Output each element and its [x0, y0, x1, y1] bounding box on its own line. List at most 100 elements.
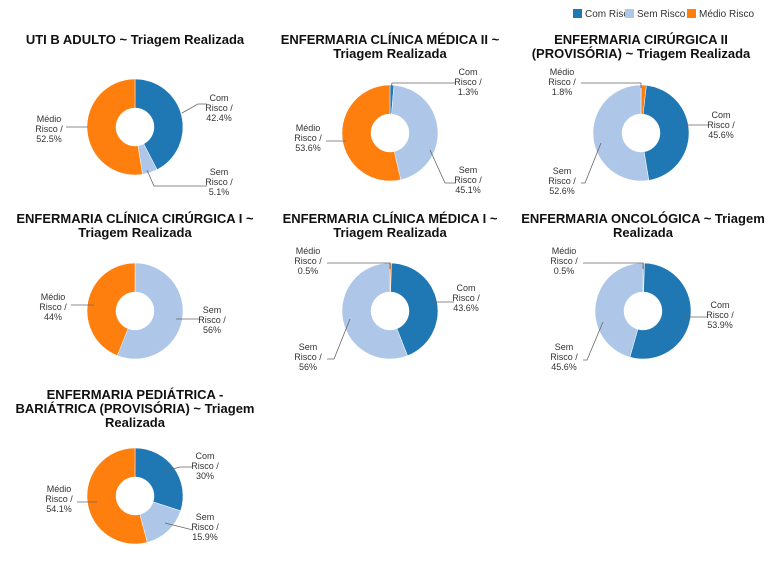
- slice-sem-risco[interactable]: [391, 84, 439, 181]
- slice-medio-risco[interactable]: [86, 447, 148, 545]
- slice-medio-risco[interactable]: [86, 78, 143, 176]
- slice-label: Com Risco /45.6%: [707, 110, 735, 140]
- slice-label: Médio Risco /53.6%: [294, 123, 322, 153]
- slice-label: Com Risco /1.3%: [454, 67, 482, 97]
- chart-title-line: ENFERMARIA ONCOLÓGICA ~ Triagem: [521, 211, 765, 226]
- slice-label-line: 5.1%: [209, 187, 230, 197]
- slice-label: Sem Risco /45.6%: [550, 342, 578, 372]
- chart-title-line: ENFERMARIA CIRÚRGICA II: [554, 32, 728, 47]
- legend-label-medio-risco: Médio Risco: [699, 9, 754, 20]
- donut-chart-7: ENFERMARIA PEDIÁTRICA -BARIÁTRICA (PROVI…: [16, 387, 254, 545]
- slice-label-line: Médio: [37, 114, 62, 124]
- slice-label-line: Risco /: [191, 461, 219, 471]
- slice-label-line: 52.5%: [36, 134, 62, 144]
- slice-label-line: Sem: [196, 512, 215, 522]
- slice-com-risco[interactable]: [629, 262, 692, 360]
- chart-title: ENFERMARIA CLÍNICA CIRÚRGICA I ~ Triagem …: [16, 211, 254, 240]
- chart-title-line: Triagem Realizada: [78, 225, 192, 240]
- slice-label-line: 45.6%: [708, 130, 734, 140]
- slice-label-line: Risco /: [35, 124, 63, 134]
- leader-line: [146, 169, 207, 187]
- slice-label-line: 45.6%: [551, 362, 577, 372]
- slice-label-line: 56%: [203, 325, 221, 335]
- slice-label-line: Com: [710, 300, 729, 310]
- legend-label-com-risco: Com Risco: [585, 9, 634, 20]
- slice-label-line: Médio: [296, 246, 321, 256]
- slice-label: Sem Risco /56%: [294, 342, 322, 372]
- slice-label-line: Risco /: [548, 77, 576, 87]
- legend: Com Risco Sem Risco Médio Risco: [573, 9, 754, 20]
- chart-title-line: ENFERMARIA CLÍNICA MÉDICA I ~: [283, 211, 498, 226]
- slice-label-line: 0.5%: [298, 266, 319, 276]
- slice-label-line: 56%: [299, 362, 317, 372]
- leader-line: [327, 262, 391, 269]
- slice-label: Sem Risco /5.1%: [205, 167, 233, 197]
- leader-line: [390, 82, 456, 89]
- leader-line: [164, 522, 194, 531]
- slice-label-line: 43.6%: [453, 303, 479, 313]
- slice-label-line: Risco /: [294, 256, 322, 266]
- slice-label-line: 1.8%: [552, 87, 573, 97]
- slice-label-line: Médio: [41, 292, 66, 302]
- slice-label-line: Risco /: [548, 176, 576, 186]
- donut-chart-3: ENFERMARIA CIRÚRGICA II (PROVISÓRIA) ~ Tr…: [532, 32, 751, 196]
- slice-com-risco[interactable]: [390, 262, 439, 357]
- slice-label-line: 45.1%: [455, 185, 481, 195]
- slice-label: Médio Risco /0.5%: [550, 246, 578, 276]
- slice-sem-risco[interactable]: [117, 262, 184, 360]
- slice-sem-risco[interactable]: [592, 84, 650, 182]
- chart-title: ENFERMARIA CLÍNICA MÉDICA II ~ Triagem Re…: [281, 32, 500, 61]
- leader-line: [581, 82, 642, 88]
- slice-sem-risco[interactable]: [341, 262, 408, 360]
- slice-com-risco[interactable]: [642, 85, 690, 181]
- donut-chart-5: ENFERMARIA CLÍNICA MÉDICA I ~ Triagem Rea…: [283, 211, 498, 372]
- slice-label-line: 30%: [196, 471, 214, 481]
- slice-label: Sem Risco /52.6%: [548, 166, 576, 196]
- slice-label-line: Risco /: [550, 352, 578, 362]
- slice-label-line: Risco /: [191, 522, 219, 532]
- slice-label-line: 53.6%: [295, 143, 321, 153]
- slice-label: Com Risco /43.6%: [452, 283, 480, 313]
- chart-title: ENFERMARIA CIRÚRGICA II (PROVISÓRIA) ~ Tr…: [532, 32, 751, 61]
- slice-label-line: Médio: [47, 484, 72, 494]
- slice-label-line: Sem: [210, 167, 229, 177]
- slice-label-line: Risco /: [452, 293, 480, 303]
- chart-title-line: Realizada: [105, 415, 166, 430]
- leader-line: [164, 466, 193, 472]
- slice-label-line: 1.3%: [458, 87, 479, 97]
- slice-label-line: 15.9%: [192, 532, 218, 542]
- slice-sem-risco[interactable]: [594, 262, 644, 358]
- slice-com-risco[interactable]: [134, 447, 184, 512]
- slice-label-line: Com: [458, 67, 477, 77]
- slice-label: Sem Risco /15.9%: [191, 512, 219, 542]
- slice-label-line: 44%: [44, 312, 62, 322]
- slice-label-line: Sem: [299, 342, 318, 352]
- slice-label-line: 42.4%: [206, 113, 232, 123]
- donut-chart-6: ENFERMARIA ONCOLÓGICA ~ Triagem Realizada…: [521, 211, 765, 372]
- slice-label-line: Médio: [296, 123, 321, 133]
- chart-title-line: Realizada: [613, 225, 674, 240]
- chart-title: ENFERMARIA CLÍNICA MÉDICA I ~ Triagem Rea…: [283, 211, 498, 240]
- slice-label: Com Risco /30%: [191, 451, 219, 481]
- slice-medio-risco[interactable]: [341, 84, 402, 182]
- chart-title-line: ENFERMARIA PEDIÁTRICA -: [47, 387, 224, 402]
- slice-label: Médio Risco /0.5%: [294, 246, 322, 276]
- donut-chart-2: ENFERMARIA CLÍNICA MÉDICA II ~ Triagem Re…: [281, 32, 500, 195]
- slice-medio-risco[interactable]: [86, 262, 136, 356]
- leader-line: [581, 142, 602, 184]
- slice-label-line: Sem: [555, 342, 574, 352]
- legend-swatch-medio-risco: [687, 9, 696, 18]
- slice-com-risco[interactable]: [134, 78, 184, 170]
- slice-label-line: Risco /: [205, 103, 233, 113]
- chart-title-line: UTI B ADULTO ~ Triagem Realizada: [26, 32, 245, 47]
- slice-label-line: Com: [711, 110, 730, 120]
- leader-line: [429, 149, 456, 184]
- leader-line: [327, 318, 351, 360]
- slice-label-line: 53.9%: [707, 320, 733, 330]
- slice-label: Sem Risco /45.1%: [454, 165, 482, 195]
- chart-title-line: (PROVISÓRIA) ~ Triagem Realizada: [532, 46, 751, 61]
- leader-line: [181, 103, 207, 114]
